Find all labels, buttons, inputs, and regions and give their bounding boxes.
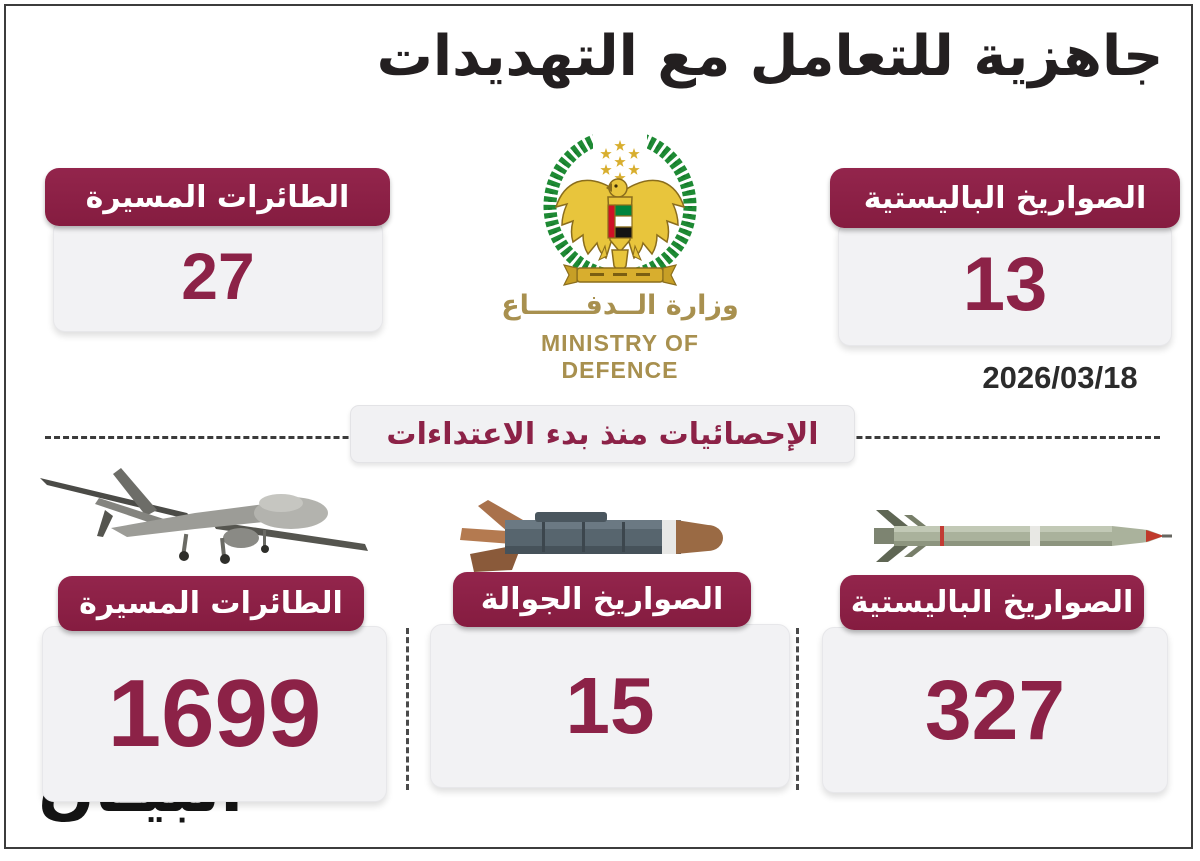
readiness-drones-label: الطائرات المسيرة [85,179,350,215]
stats-ballistic-value: 327 [924,662,1066,757]
readiness-ballistic-header: الصواريخ الباليستية [830,168,1180,228]
report-date: 2026/03/18 [982,360,1138,395]
vertical-dashed-divider-left [406,628,409,790]
readiness-drones-card: 27 [53,220,383,332]
stats-ballistic-label: الصواريخ الباليستية [850,585,1134,620]
ballistic-missile-image [874,510,1172,562]
stats-ballistic-card: 327 [822,627,1168,793]
vertical-dashed-divider-right [796,628,799,790]
stats-cruise-header: الصواريخ الجوالة [453,572,751,627]
readiness-ballistic-label: الصواريخ الباليستية [863,180,1147,216]
stats-drones-header: الطائرات المسيرة [58,576,364,631]
ministry-of-defence-emblem-icon [543,124,697,286]
stats-drones-value: 1699 [107,660,322,767]
readiness-drones-value: 27 [181,239,255,313]
stats-cruise-label: الصواريخ الجوالة [480,582,724,617]
cruise-missile-image [460,500,723,572]
stats-cruise-value: 15 [565,661,655,750]
drone-image [40,468,368,564]
readiness-drones-header: الطائرات المسيرة [45,168,390,226]
ministry-name-arabic: وزارة الــدفــــــاع [501,290,739,321]
ministry-name-english: MINISTRY OF DEFENCE [541,330,699,383]
ministry-block: وزارة الــدفــــــاع MINISTRY OF DEFENCE [480,118,760,384]
readiness-ballistic-card: 13 [838,222,1172,346]
stats-drones-card: 1699 [42,626,387,802]
stats-drones-label: الطائرات المسيرة [79,586,343,621]
page-title: جاهزية للتعامل مع التهديدات [376,24,1164,89]
readiness-ballistic-value: 13 [962,241,1048,327]
stats-cruise-card: 15 [430,624,790,788]
stats-ballistic-header: الصواريخ الباليستية [840,575,1144,630]
statistics-banner: الإحصائيات منذ بدء الاعتداءات [350,405,855,463]
